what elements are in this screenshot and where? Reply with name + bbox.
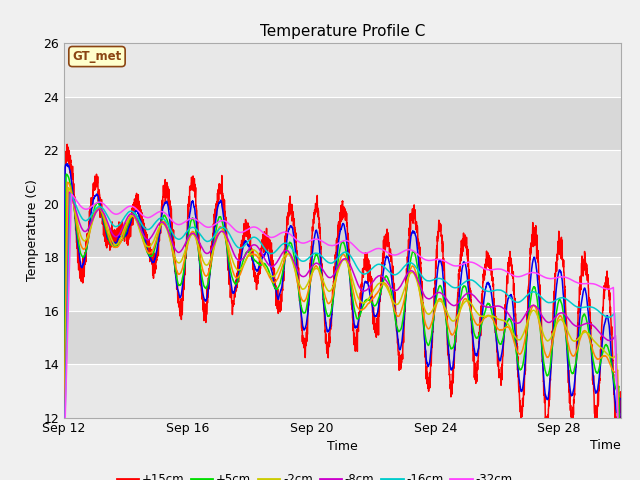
Title: Temperature Profile C: Temperature Profile C	[260, 24, 425, 39]
Text: Time: Time	[590, 439, 621, 452]
Y-axis label: Temperature (C): Temperature (C)	[26, 180, 39, 281]
Bar	[64, 204, 621, 257]
Legend: +15cm, +10cm, +5cm, 0cm, -2cm, -8cm, -16cm, -32cm: +15cm, +10cm, +5cm, 0cm, -2cm, -8cm, -16…	[112, 468, 517, 480]
Bar	[64, 43, 621, 96]
Bar	[64, 96, 621, 150]
X-axis label: Time: Time	[327, 440, 358, 453]
Bar	[64, 311, 621, 364]
Text: GT_met: GT_met	[72, 50, 122, 63]
Bar	[64, 150, 621, 204]
Bar	[64, 257, 621, 311]
Bar	[64, 364, 621, 418]
